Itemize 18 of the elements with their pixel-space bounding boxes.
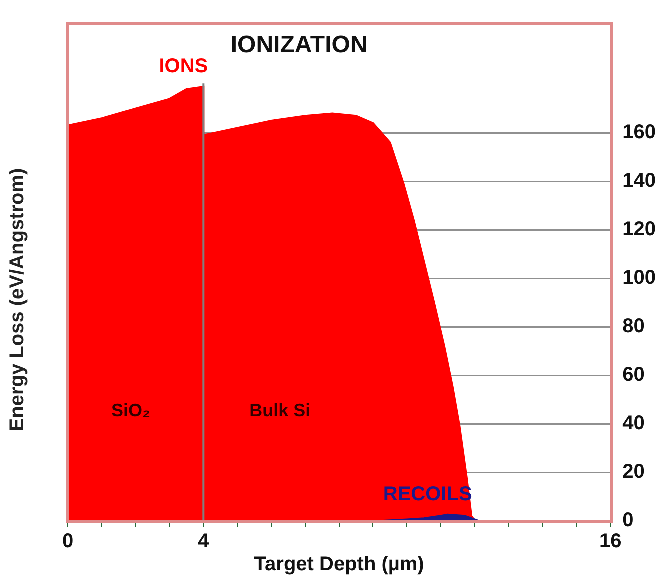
y-tick-label: 100 <box>622 267 656 290</box>
y-tick-label: 140 <box>622 170 656 192</box>
y-tick-label: 0 <box>622 510 634 532</box>
y-axis-title: Energy Loss (eV/Angstrom) <box>6 168 30 432</box>
x-tick-label: 0 <box>62 530 74 553</box>
x-tick-label: 16 <box>600 530 622 553</box>
annotation: SiO₂ <box>111 400 150 421</box>
annotation: Bulk Si <box>250 400 311 421</box>
y-tick-label: 80 <box>622 316 645 338</box>
y-tick-label: 40 <box>622 412 645 435</box>
x-tick-label: 4 <box>198 530 210 553</box>
y-tick-label: 160 <box>622 122 656 144</box>
series-label: IONS <box>159 56 208 78</box>
x-axis-title: Target Depth (µm) <box>254 554 424 576</box>
chart-title: IONIZATION <box>230 32 368 59</box>
y-tick-label: 120 <box>622 218 656 241</box>
y-tick-label: 60 <box>622 364 645 386</box>
y-tick-label: 20 <box>622 461 645 484</box>
